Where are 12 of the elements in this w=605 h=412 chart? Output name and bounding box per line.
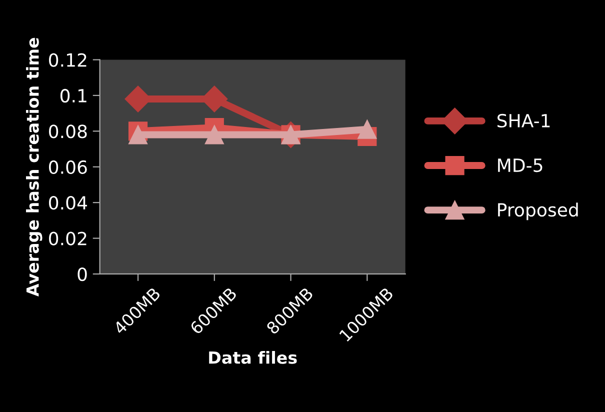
y-tick-label: 0.1 xyxy=(60,88,86,103)
y-axis-title: Average hash creation time xyxy=(26,38,42,297)
legend-label: MD-5 xyxy=(498,158,542,172)
y-tick-label: 0.08 xyxy=(49,124,87,138)
y-tick-label: 0 xyxy=(78,267,87,282)
legend-label: Proposed xyxy=(498,202,578,220)
y-tick-label: 0.02 xyxy=(49,232,86,246)
legend-label: SHA-1 xyxy=(498,114,550,128)
y-tick-label: 0.04 xyxy=(49,196,88,210)
y-tick-label: 0.12 xyxy=(49,53,86,67)
x-axis-title: Data files xyxy=(209,350,297,364)
y-tick-label: 0.06 xyxy=(49,160,87,174)
